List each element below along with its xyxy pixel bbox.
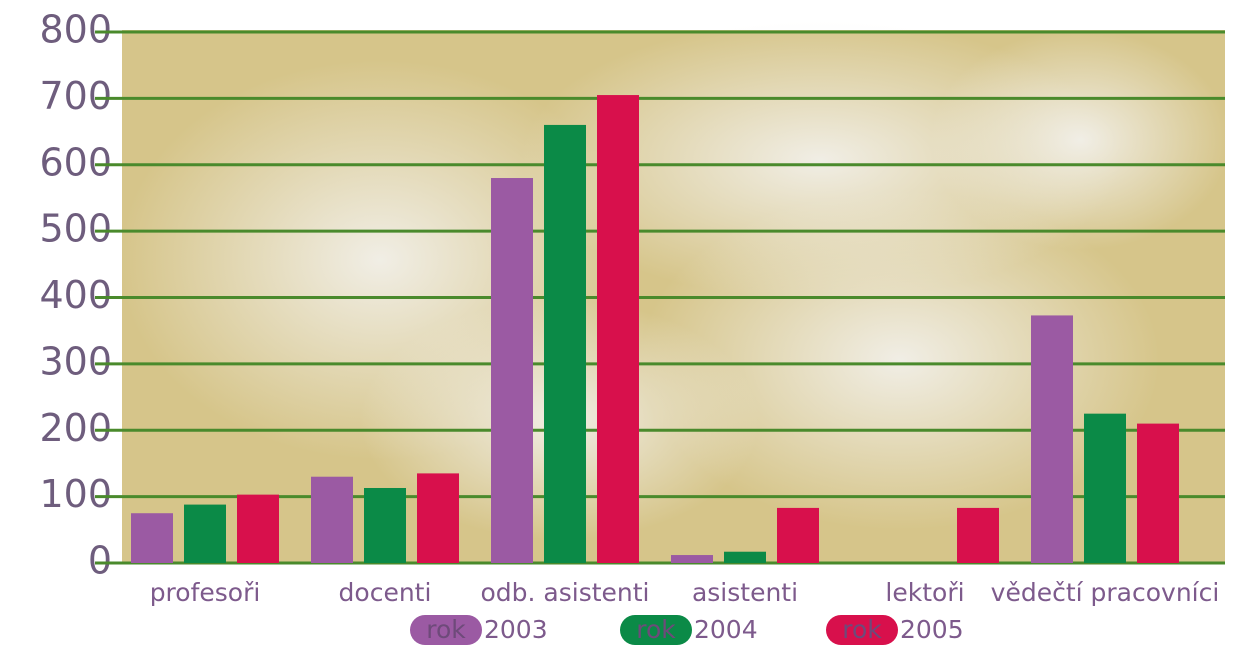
legend-prefix: rok xyxy=(426,615,466,644)
y-tick-label: 400 xyxy=(39,273,112,317)
x-tick-label: asistenti xyxy=(692,578,798,607)
y-tick-label: 700 xyxy=(39,74,112,118)
legend-prefix: rok xyxy=(842,615,882,644)
x-tick-label: odb. asistenti xyxy=(480,578,649,607)
legend-swatch xyxy=(826,615,898,645)
bar xyxy=(364,487,406,563)
bar xyxy=(311,476,353,563)
bar xyxy=(1084,413,1126,563)
legend-prefix: rok xyxy=(636,615,676,644)
x-tick-label: vědečtí pracovníci xyxy=(991,578,1220,607)
legend-label: 2005 xyxy=(900,615,964,644)
bar xyxy=(957,507,999,563)
bar xyxy=(544,124,586,564)
x-tick-label: lektoři xyxy=(885,578,964,607)
legend-label: 2004 xyxy=(694,615,758,644)
bar xyxy=(597,95,639,564)
bar xyxy=(237,494,279,563)
bar xyxy=(417,473,459,563)
bar xyxy=(1031,315,1073,563)
y-tick-label: 300 xyxy=(39,339,112,383)
bar xyxy=(131,513,173,563)
legend-label: 2003 xyxy=(484,615,548,644)
x-tick-label: profesoři xyxy=(150,578,261,607)
bar xyxy=(777,507,819,563)
x-tick-label: docenti xyxy=(339,578,432,607)
legend-swatch xyxy=(620,615,692,645)
bar xyxy=(724,551,766,563)
y-tick-label: 0 xyxy=(88,539,112,583)
bar xyxy=(1137,423,1179,563)
bar xyxy=(671,555,713,563)
y-tick-label: 800 xyxy=(39,8,112,52)
y-tick-label: 100 xyxy=(39,472,112,516)
legend-swatch xyxy=(410,615,482,645)
y-tick-label: 500 xyxy=(39,207,112,251)
y-tick-label: 600 xyxy=(39,140,112,184)
y-tick-label: 200 xyxy=(39,406,112,450)
bar xyxy=(491,178,533,563)
bar xyxy=(184,504,226,563)
